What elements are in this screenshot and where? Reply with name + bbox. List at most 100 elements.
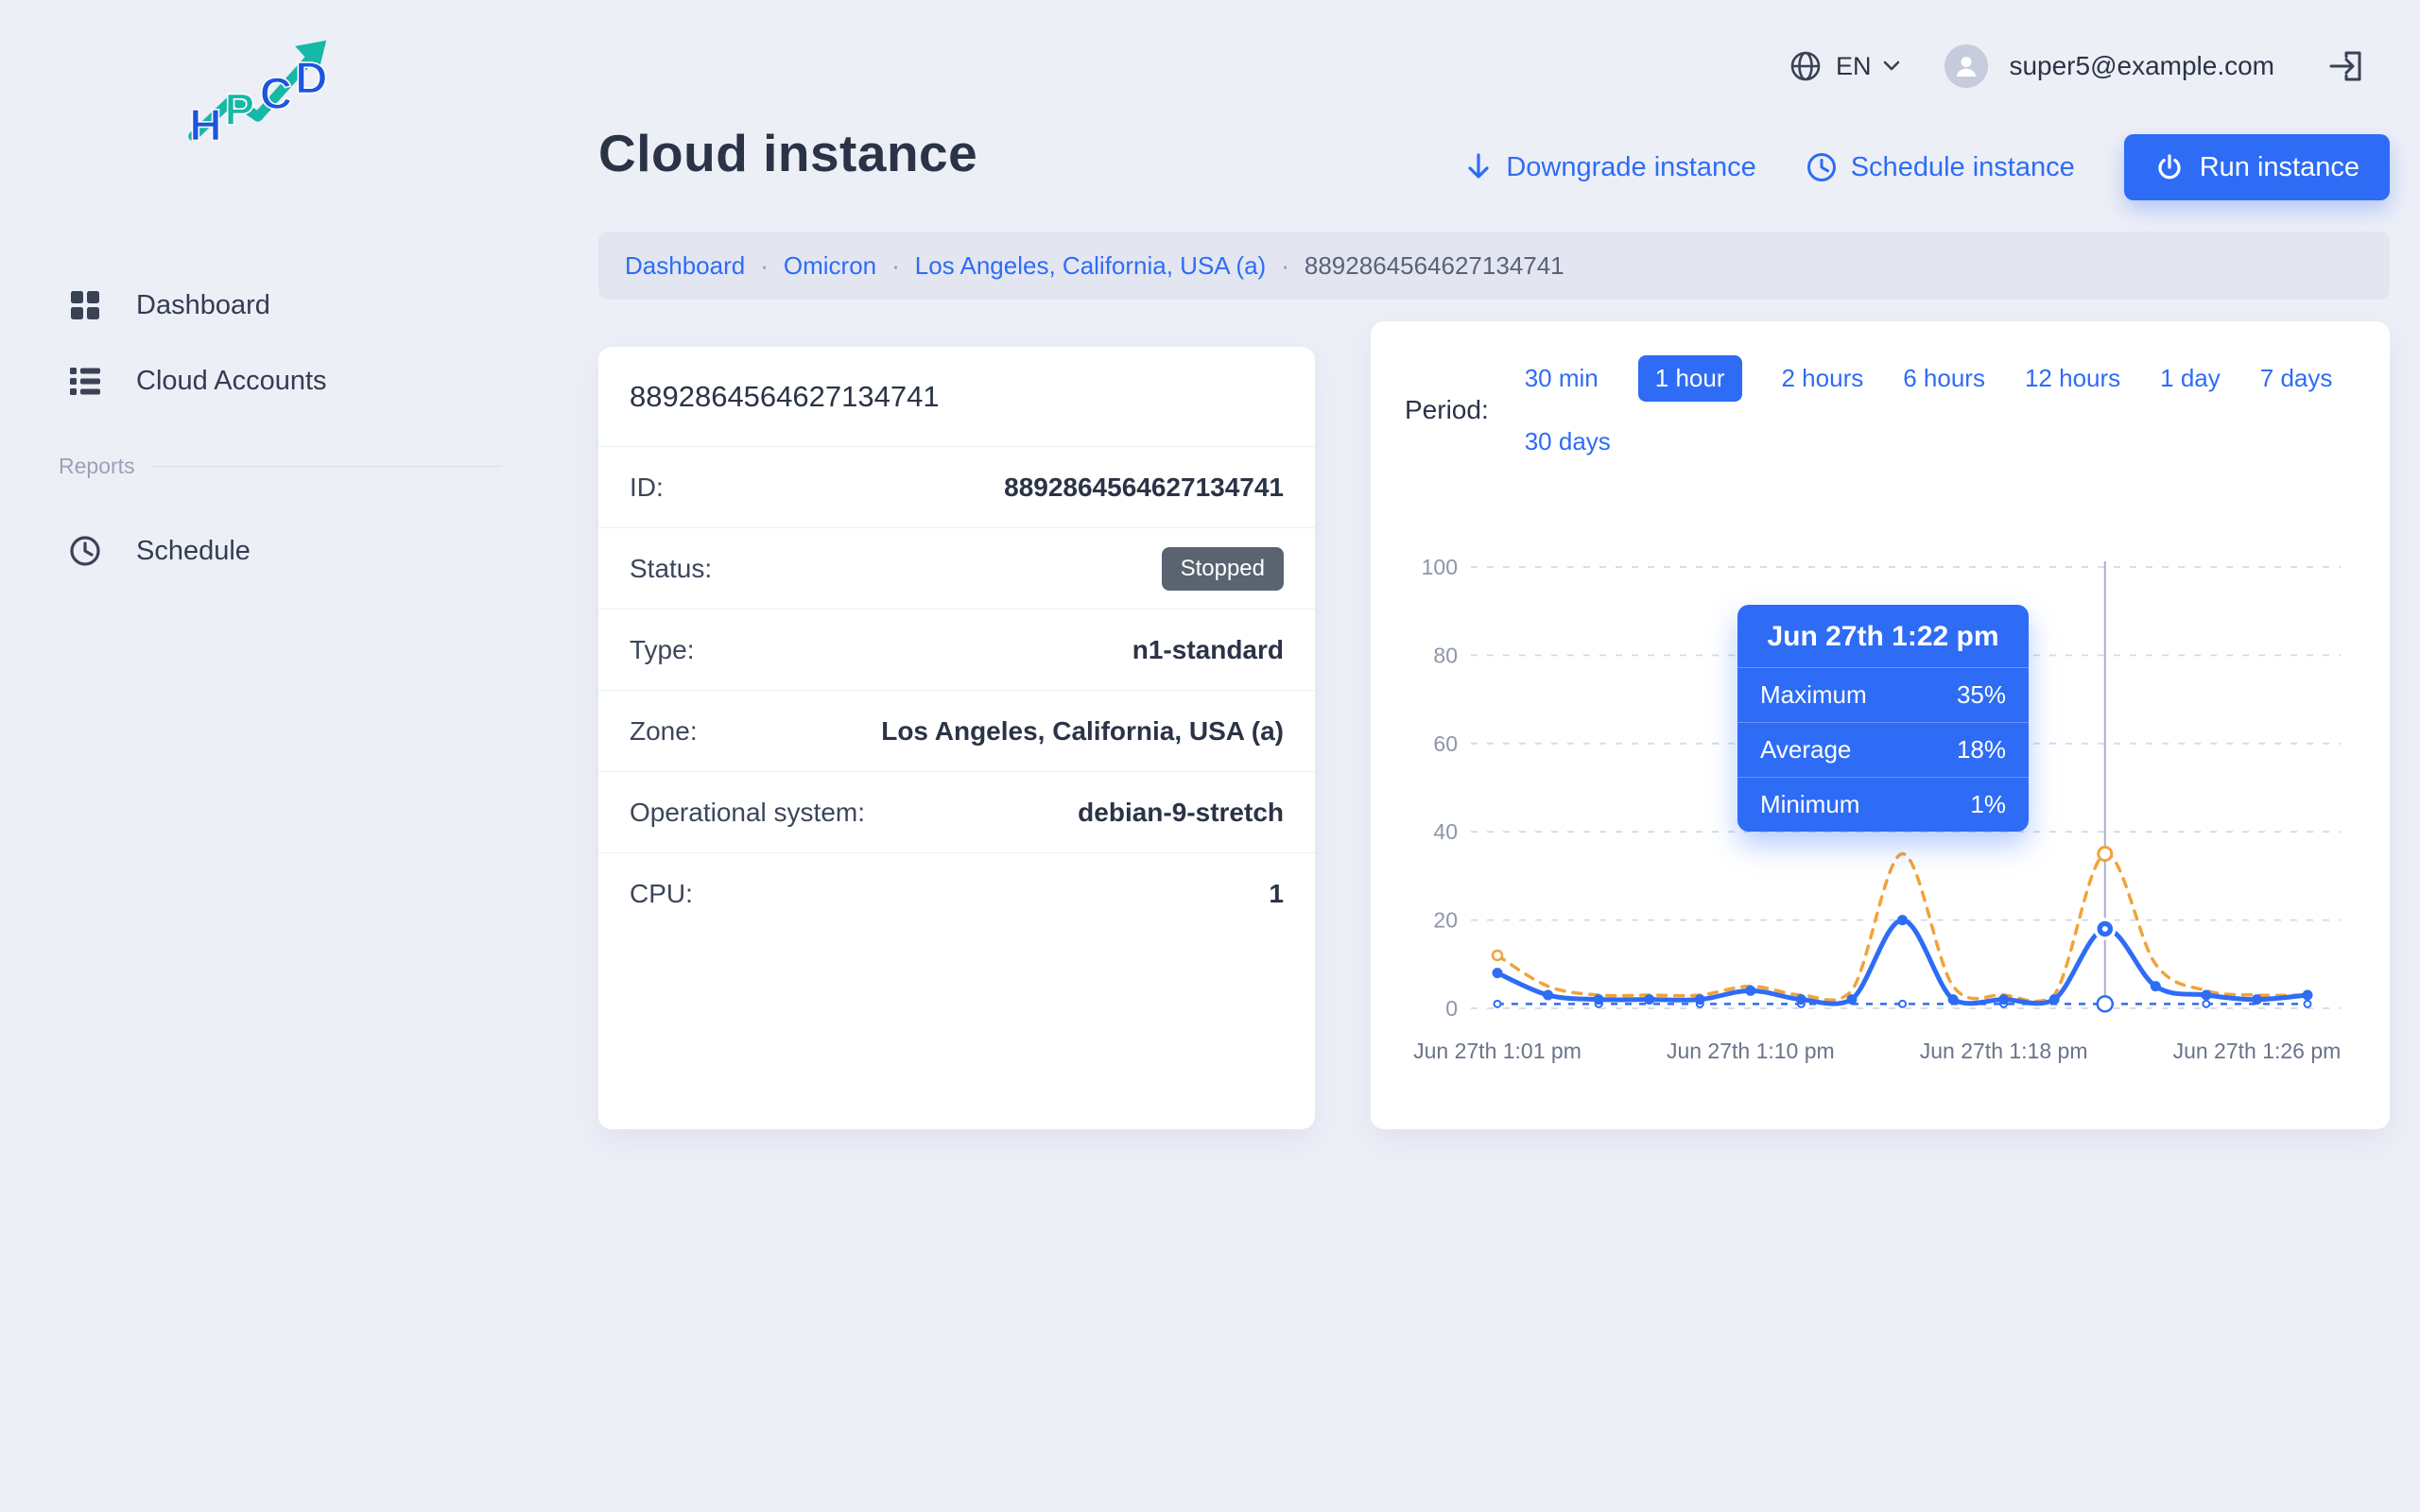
tooltip-value: 1%: [1970, 790, 2006, 818]
dashboard-grid-icon: [71, 291, 99, 319]
logo-letter: C: [260, 69, 292, 119]
logo-arrow-icon: [188, 55, 314, 142]
page-title: Cloud instance: [598, 124, 978, 182]
detail-label: Operational system:: [630, 797, 865, 827]
period-option-6-hours[interactable]: 6 hours: [1903, 364, 1985, 392]
instance-detail-row: Zone: Los Angeles, California, USA (a): [598, 691, 1315, 772]
run-instance-button[interactable]: Run instance: [2123, 134, 2390, 200]
instance-detail-row: Status: Stopped: [598, 528, 1315, 610]
instance-id-title: 8892864564627134741: [598, 347, 1315, 447]
tooltip-value: 35%: [1956, 680, 2006, 709]
run-instance-label: Run instance: [2199, 151, 2360, 182]
sidebar-item-label: Dashboard: [136, 289, 270, 320]
accounts-list-icon: [70, 368, 100, 395]
period-option-2-hours[interactable]: 2 hours: [1781, 364, 1864, 392]
breadcrumb-item: 8892864564627134741: [1304, 250, 1564, 280]
sidebar-item-cloud-accounts[interactable]: Cloud Accounts: [0, 343, 502, 419]
downgrade-instance-label: Downgrade instance: [1506, 151, 1756, 182]
user-icon: [1956, 57, 1977, 77]
tooltip-row: Maximum 35%: [1737, 667, 2029, 722]
svg-text:Jun 27th 1:18 pm: Jun 27th 1:18 pm: [1920, 1039, 2088, 1063]
sidebar-menu: Dashboard Cloud Accounts Reports Schedul…: [0, 267, 502, 589]
topbar: EN super5@example.com: [1787, 38, 2367, 94]
breadcrumb-item[interactable]: Los Angeles, California, USA (a): [914, 250, 1267, 280]
logout-button[interactable]: [2324, 44, 2367, 88]
chevron-down-icon: [1884, 60, 1900, 71]
monitoring-card: Period: 30 min 1 hour 2 hours 6 hours 12 hou…: [1371, 321, 2390, 1129]
svg-text:100: 100: [1422, 555, 1458, 579]
breadcrumb-item[interactable]: Omicron: [783, 250, 877, 280]
power-icon: [2158, 154, 2181, 180]
instance-detail-row: Operational system: debian-9-stretch: [598, 772, 1315, 853]
svg-text:20: 20: [1433, 908, 1458, 933]
logout-icon: [2329, 51, 2361, 81]
detail-label: Zone:: [630, 715, 698, 746]
period-options: 30 min 1 hour 2 hours 6 hours 12 hours 1 day 7…: [1525, 355, 2356, 465]
schedule-instance-label: Schedule instance: [1850, 151, 2075, 182]
tooltip-title: Jun 27th 1:22 pm: [1767, 621, 1999, 652]
tooltip-label: Average: [1760, 735, 1852, 764]
clock-icon: [70, 536, 100, 566]
tooltip-label: Minimum: [1760, 790, 1860, 818]
svg-text:Jun 27th 1:26 pm: Jun 27th 1:26 pm: [2173, 1039, 2342, 1063]
period-option-30-days[interactable]: 30 days: [1524, 427, 1611, 455]
breadcrumb-separator: ·: [1281, 250, 1289, 280]
chart-area: 0 20 40 60 80 100 Jun 27th 1:01 pm Jun 27th 1:1…: [1405, 491, 2356, 1077]
detail-label: ID:: [630, 472, 664, 502]
language-selector[interactable]: EN: [1787, 47, 1902, 85]
section-divider: [151, 465, 502, 467]
page-actions: Downgrade instance Schedule instance Run…: [1464, 134, 2390, 200]
instance-detail-row: CPU: 1: [598, 853, 1315, 935]
avatar: [1945, 44, 1989, 88]
tooltip-label: Maximum: [1760, 680, 1867, 709]
instance-details-card: 8892864564627134741 ID: 88928645646271347…: [598, 347, 1315, 1129]
svg-text:Jun 27th 1:01 pm: Jun 27th 1:01 pm: [1413, 1039, 1582, 1063]
app-logo[interactable]: H P C D: [180, 21, 350, 158]
period-option-1-hour[interactable]: 1 hour: [1637, 355, 1742, 402]
tooltip-row: Minimum 1%: [1737, 777, 2029, 832]
sidebar-item-dashboard[interactable]: Dashboard: [0, 267, 502, 343]
svg-text:Jun 27th 1:10 pm: Jun 27th 1:10 pm: [1667, 1039, 1835, 1063]
detail-label: CPU:: [630, 879, 693, 908]
period-option-1-day[interactable]: 1 day: [2160, 364, 2221, 392]
breadcrumb-separator: ·: [891, 250, 900, 280]
svg-text:80: 80: [1433, 643, 1458, 667]
downgrade-instance-button[interactable]: Downgrade instance: [1464, 151, 1756, 183]
svg-text:60: 60: [1433, 731, 1458, 756]
section-label: Reports: [59, 453, 135, 478]
status-badge: Stopped: [1161, 546, 1284, 591]
detail-value: n1-standard: [1132, 634, 1284, 664]
svg-text:40: 40: [1433, 819, 1458, 844]
detail-value: 1: [1269, 879, 1284, 908]
period-option-12-hours[interactable]: 12 hours: [2024, 364, 2121, 392]
language-code: EN: [1835, 51, 1872, 80]
arrow-down-icon: [1468, 153, 1489, 179]
logo-letter: H: [189, 100, 221, 150]
sidebar-item-schedule[interactable]: Schedule: [0, 513, 502, 589]
logo-letter: P: [225, 85, 255, 135]
period-option-7-days[interactable]: 7 days: [2259, 364, 2333, 392]
instance-detail-row: ID: 8892864564627134741: [598, 447, 1315, 528]
detail-value: Los Angeles, California, USA (a): [881, 715, 1284, 746]
tooltip-rows: Maximum 35% Average 18% Minimum 1%: [1737, 667, 2029, 832]
logo-arrowhead: [295, 40, 327, 72]
instance-detail-rows: ID: 8892864564627134741 Status: Stopped Type…: [598, 447, 1315, 935]
user-email: super5@example.com: [2009, 51, 2274, 80]
period-selector: Period: 30 min 1 hour 2 hours 6 hours 12 hou…: [1405, 355, 2356, 465]
period-option-30-min[interactable]: 30 min: [1524, 364, 1599, 392]
clock-icon: [1806, 153, 1836, 181]
sidebar-item-label: Schedule: [136, 535, 251, 566]
chart-tooltip: Jun 27th 1:22 pm Maximum 35% Average 18% Min…: [1737, 605, 2029, 832]
sidebar: H P C D Dashboard Cloud Accounts: [0, 0, 502, 1512]
logo-letter: D: [295, 54, 327, 104]
schedule-instance-button[interactable]: Schedule instance: [1806, 151, 2075, 183]
tooltip-value: 18%: [1956, 735, 2006, 764]
sidebar-item-label: Cloud Accounts: [136, 365, 327, 396]
instance-detail-row: Type: n1-standard: [598, 610, 1315, 691]
svg-text:0: 0: [1445, 996, 1458, 1021]
sidebar-section-reports: Reports: [0, 438, 502, 494]
tooltip-row: Average 18%: [1737, 722, 2029, 777]
breadcrumb-item[interactable]: Dashboard: [625, 250, 746, 280]
period-label: Period:: [1405, 395, 1489, 424]
globe-icon: [1790, 51, 1821, 81]
